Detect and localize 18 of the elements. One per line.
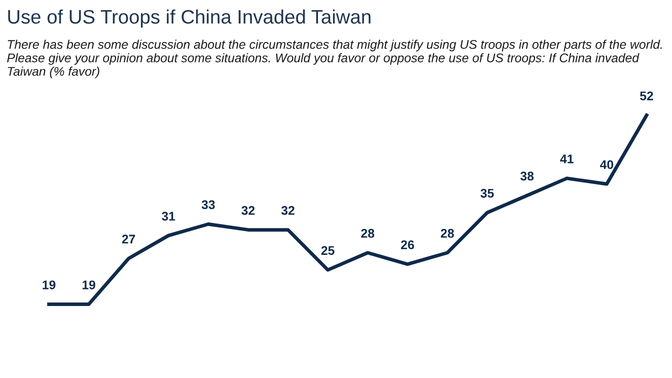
data-label: 33: [202, 200, 215, 210]
data-label: 40: [600, 160, 614, 170]
data-label: 28: [440, 228, 454, 238]
data-label: 27: [122, 234, 136, 244]
data-label: 19: [42, 280, 56, 290]
data-label: 19: [82, 280, 96, 290]
data-label: 35: [480, 188, 494, 198]
data-label: 52: [640, 91, 654, 100]
data-label: 31: [162, 212, 176, 221]
chart-subtitle: There has been some discussion about the circumstances that might justify using US troops in other parts of the world. Please give your opinion about some situations. Would you favor or oppose the use of US troops: If China invaded Taiwan (% favor): [7, 40, 662, 78]
data-label: 38: [520, 172, 534, 181]
data-label: 26: [401, 240, 414, 250]
data-label: 41: [560, 154, 574, 164]
chart-title: Use of US Troops if China Invaded Taiwan: [8, 9, 370, 28]
data-label: 28: [361, 228, 374, 238]
data-label: 25: [321, 246, 334, 255]
data-label: 32: [281, 206, 294, 215]
data-label: 32: [241, 206, 255, 215]
